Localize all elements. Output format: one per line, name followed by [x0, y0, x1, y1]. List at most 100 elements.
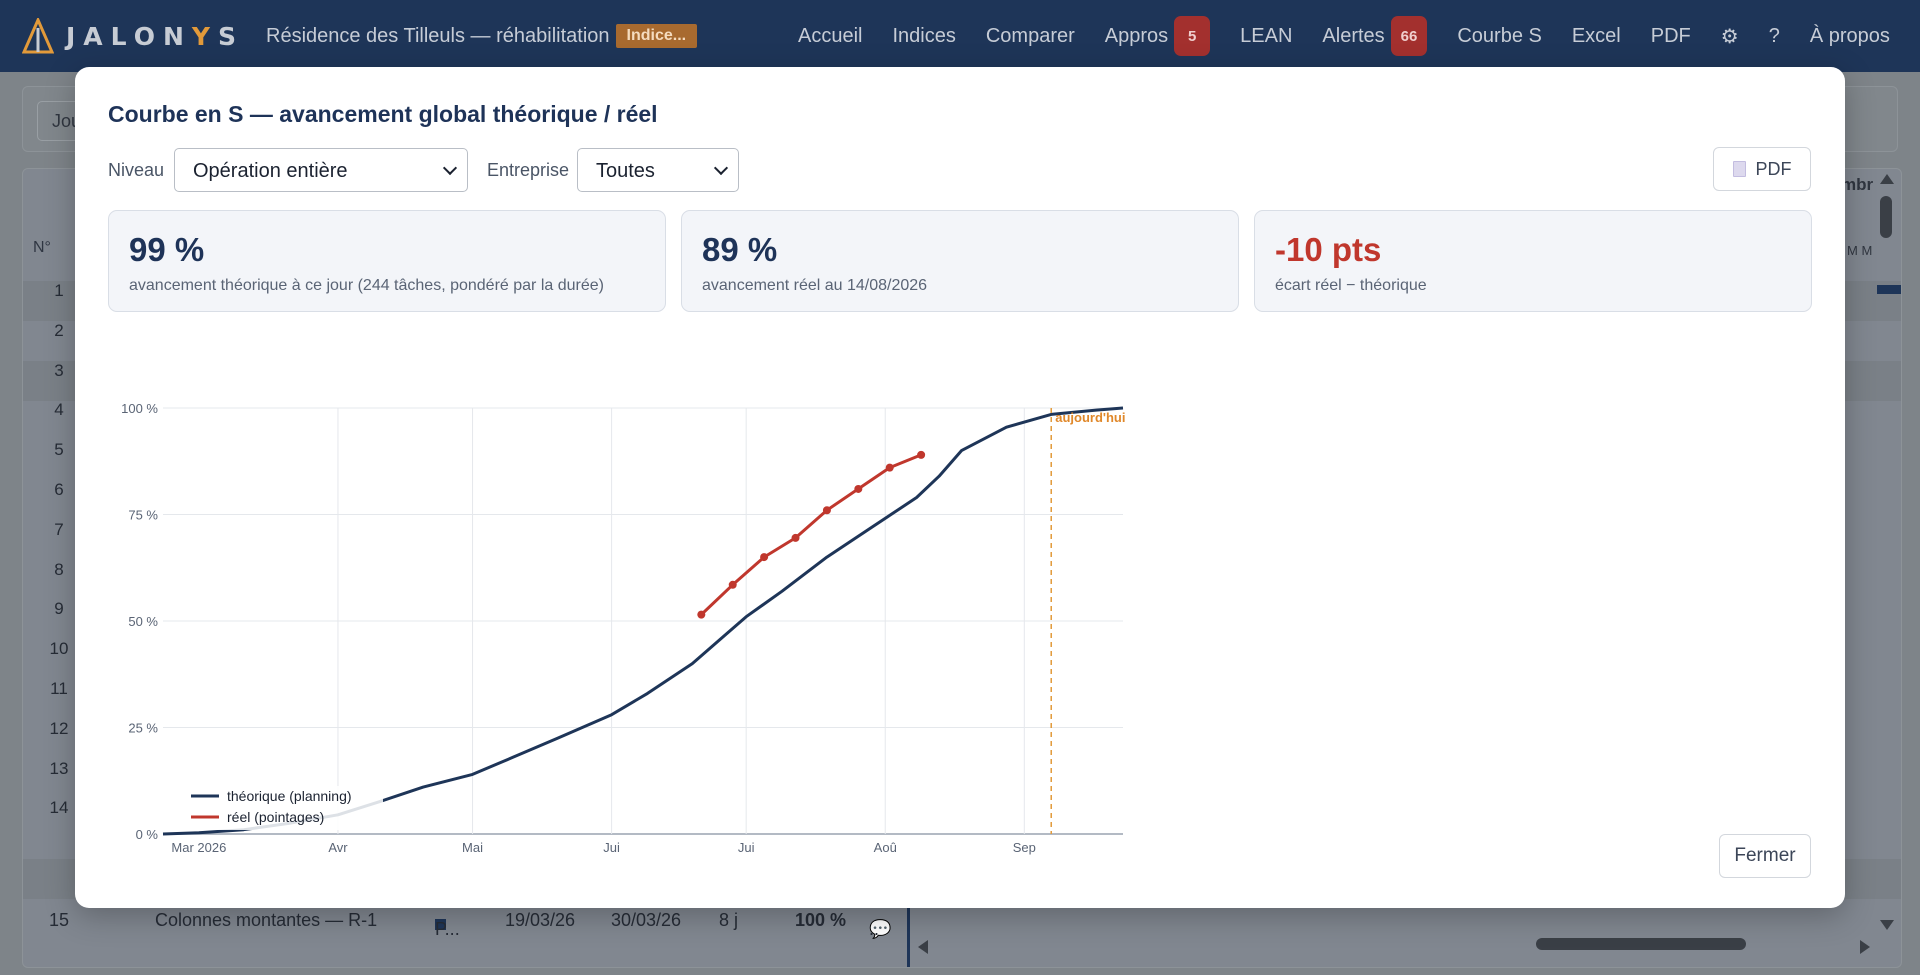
project-title: Résidence des Tilleuls — réhabilitation — [266, 24, 610, 47]
scroll-right-arrow-icon[interactable] — [1860, 940, 1870, 954]
legend-box — [183, 786, 383, 830]
export-pdf-label: PDF — [1755, 158, 1792, 179]
modal-title: Courbe en S — avancement global théoriqu… — [108, 101, 658, 127]
nav-appros-label: Appros — [1104, 24, 1169, 47]
kpi-label: avancement réel au 14/08/2026 — [702, 277, 928, 294]
nav-alertes[interactable]: Alertes 66 — [1322, 16, 1428, 56]
s-curve-modal: Courbe en S — avancement global théoriqu… — [75, 67, 1845, 908]
task-duration: 8 j — [719, 910, 739, 930]
y-tick-label: 100 % — [121, 401, 158, 416]
task-progress: 100 % — [795, 910, 847, 930]
gantt-bar — [1877, 285, 1901, 294]
kpi-value: -10 pts — [1275, 231, 1382, 268]
row-number: 10 — [49, 639, 69, 659]
close-button[interactable]: Fermer — [1719, 834, 1811, 878]
scroll-left-arrow-icon[interactable] — [918, 940, 928, 954]
kpi-label: avancement théorique à ce jour (244 tâch… — [129, 277, 604, 294]
nav-indices[interactable]: Indices — [892, 24, 956, 47]
s-curve-chart: 0 % 25 % 50 % 75 % 100 % Mar 2026 Avr Mai Jui Jui… — [121, 401, 1125, 855]
row-number: 7 — [54, 519, 64, 539]
actual-data-point — [760, 553, 769, 562]
actual-data-point — [728, 580, 737, 589]
nav-excel[interactable]: Excel — [1571, 24, 1621, 47]
task-name: Colonnes montantes — R-1 — [155, 910, 378, 930]
row-number: 9 — [54, 599, 64, 619]
column-header-month-fragment: mbr — [1841, 175, 1874, 194]
nav-help[interactable]: ? — [1768, 24, 1780, 47]
nav-courbe-s[interactable]: Courbe S — [1457, 24, 1542, 47]
nav-comparer[interactable]: Comparer — [985, 24, 1075, 47]
row-number: 11 — [50, 679, 68, 698]
task-end: 30/03/26 — [611, 910, 682, 930]
nav-a-propos[interactable]: À propos — [1809, 24, 1890, 47]
legend-label: théorique (planning) — [227, 788, 352, 804]
today-marker-label: aujourd'hui — [1055, 410, 1125, 425]
kpi-label: écart réel − théorique — [1275, 277, 1427, 294]
row-number: 13 — [49, 758, 69, 778]
kpi-value: 89 % — [702, 231, 778, 268]
actual-data-point — [917, 450, 926, 459]
row-number: 3 — [54, 360, 64, 380]
chevron-down-icon — [713, 160, 729, 176]
niveau-select-value: Opération entière — [193, 160, 348, 182]
nav-accueil[interactable]: Accueil — [798, 24, 863, 47]
document-icon — [1732, 161, 1746, 177]
lot-color-chip — [435, 919, 446, 930]
settings-gear-icon[interactable]: ⚙ — [1720, 25, 1739, 48]
project-index-badge[interactable]: Indice... — [615, 24, 698, 48]
nav-appros[interactable]: Appros 5 — [1104, 16, 1211, 56]
nav-lean[interactable]: LEAN — [1240, 24, 1293, 47]
comment-bubble-icon: 💬 — [869, 919, 892, 939]
kpi-card-theoretical: 99 % avancement théorique à ce jour (244… — [108, 210, 666, 312]
scroll-down-arrow-icon[interactable] — [1880, 920, 1894, 930]
logo-triangle-icon — [22, 18, 54, 54]
actual-series-line — [700, 453, 922, 616]
row-number: 6 — [54, 480, 64, 499]
legend-label: réel (pointages) — [227, 809, 324, 825]
column-header-day-fragment: M M — [1847, 243, 1873, 258]
app-logo[interactable]: JALONYS — [22, 18, 244, 54]
vertical-scrollbar[interactable] — [1880, 196, 1892, 238]
horizontal-scrollbar[interactable] — [1536, 938, 1746, 950]
y-tick-label: 0 % — [136, 827, 159, 842]
actual-data-point — [854, 484, 863, 493]
kpi-card-gap: -10 pts écart réel − théorique — [1254, 210, 1812, 312]
row-number: 1 — [54, 281, 64, 300]
row-number: 15 — [48, 910, 70, 930]
kpi-value: 99 % — [129, 231, 205, 268]
kpi-card-actual: 89 % avancement réel au 14/08/2026 — [681, 210, 1239, 312]
alertes-count-badge: 66 — [1390, 16, 1428, 56]
logo-text: JALONYS — [66, 21, 244, 51]
task-start: 19/03/26 — [505, 910, 576, 930]
niveau-label: Niveau — [108, 160, 165, 180]
x-tick-label: Mar 2026 — [171, 840, 226, 855]
x-tick-label: Avr — [328, 840, 348, 855]
row-number: 8 — [54, 559, 64, 579]
export-pdf-button[interactable]: PDF — [1713, 147, 1811, 191]
row-number: 2 — [54, 320, 64, 340]
x-tick-label: Jui — [738, 840, 755, 855]
appros-count-badge: 5 — [1174, 16, 1211, 56]
actual-data-point — [885, 463, 894, 472]
nav-pdf[interactable]: PDF — [1650, 24, 1691, 47]
table-row: 15 Colonnes montantes — R-1 P... 19/03/2… — [23, 901, 1901, 939]
x-tick-label: Jui — [603, 840, 620, 855]
x-tick-label: Sep — [1013, 840, 1036, 855]
main-nav: Accueil Indices Comparer Appros 5 LEAN A… — [798, 0, 1920, 72]
top-navbar: JALONYS Résidence des Tilleuls — réhabil… — [0, 0, 1920, 72]
row-number: 12 — [49, 718, 69, 738]
chevron-down-icon — [442, 160, 458, 176]
y-tick-label: 75 % — [128, 508, 158, 523]
x-tick-label: Aoû — [874, 840, 897, 855]
niveau-select[interactable]: Opération entière — [174, 148, 468, 192]
actual-data-point — [822, 506, 831, 515]
y-tick-label: 25 % — [128, 721, 158, 736]
row-number: 14 — [49, 798, 69, 818]
row-number: 4 — [54, 400, 64, 420]
column-header-number: N° — [33, 239, 51, 256]
y-tick-label: 50 % — [128, 614, 158, 629]
entreprise-select[interactable]: Toutes — [577, 148, 739, 192]
nav-alertes-label: Alertes — [1322, 24, 1385, 47]
entreprise-label: Entreprise — [487, 160, 570, 180]
scroll-up-arrow-icon[interactable] — [1880, 174, 1894, 184]
